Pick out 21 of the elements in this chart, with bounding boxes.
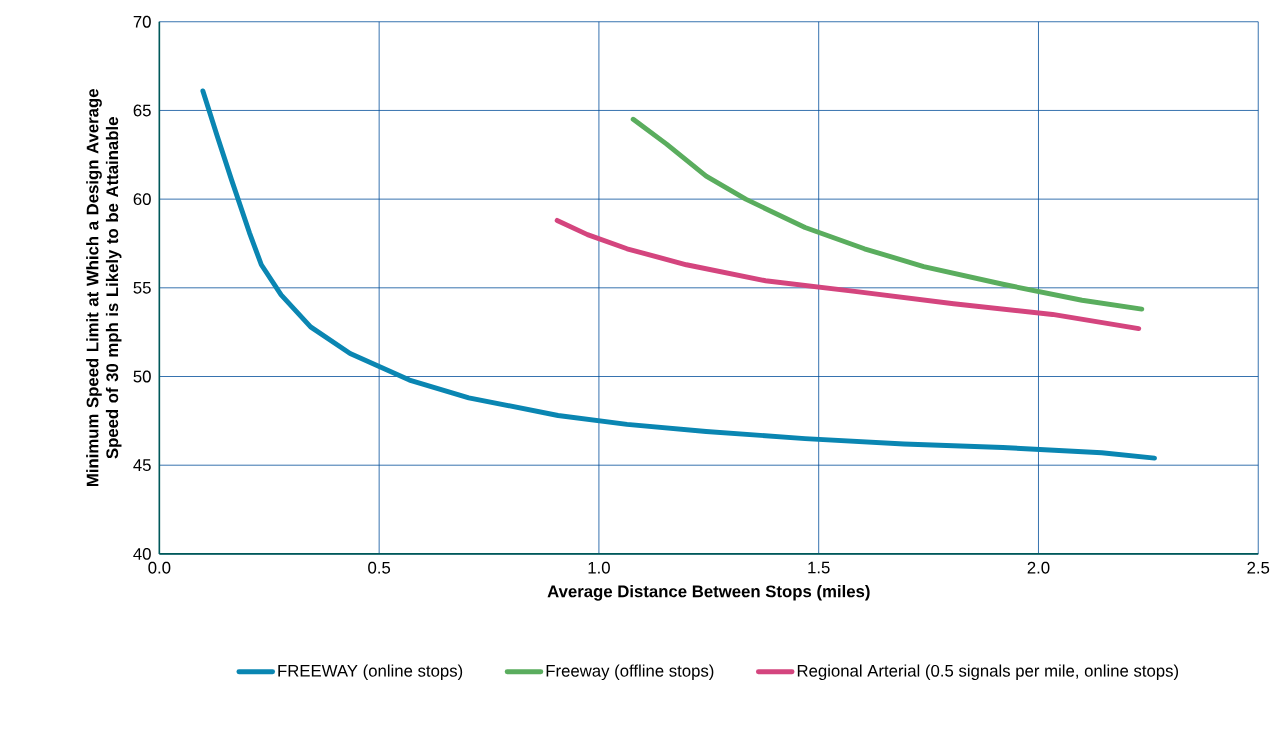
y-tick-label: 40 — [133, 547, 151, 560]
legend-label: Freeway (offline stops) — [546, 664, 714, 681]
x-tick-label: 2.0 — [1027, 561, 1050, 574]
legend-label: FREEWAY (online stops) — [278, 664, 463, 681]
y-tick-label: 45 — [133, 459, 151, 472]
x-tick-label: 1.5 — [808, 561, 830, 574]
x-axis-title: Average Distance Between Stops (miles) — [547, 585, 870, 601]
x-tick-label: 0.0 — [148, 561, 171, 574]
x-tick-label: 0.5 — [368, 561, 391, 574]
y-tick-label: 55 — [133, 282, 151, 294]
line-series — [554, 217, 1142, 332]
x-tick-label: 1.0 — [588, 561, 610, 574]
y-tick-label: 50 — [133, 370, 151, 383]
x-tick-label: 2.5 — [1247, 561, 1270, 574]
y-axis-title: Minimum Speed Limit at Which a Design Average Speed of 30 mph is Likely to be Attainable — [86, 89, 122, 487]
y-tick-label: 70 — [133, 15, 151, 28]
line-series — [200, 88, 1157, 461]
legend-label: Regional Arterial (0.5 signals per mile, online stops) — [797, 664, 1179, 681]
y-tick-label: 60 — [133, 193, 151, 206]
y-tick-label: 65 — [133, 104, 151, 117]
line-series — [630, 116, 1145, 312]
